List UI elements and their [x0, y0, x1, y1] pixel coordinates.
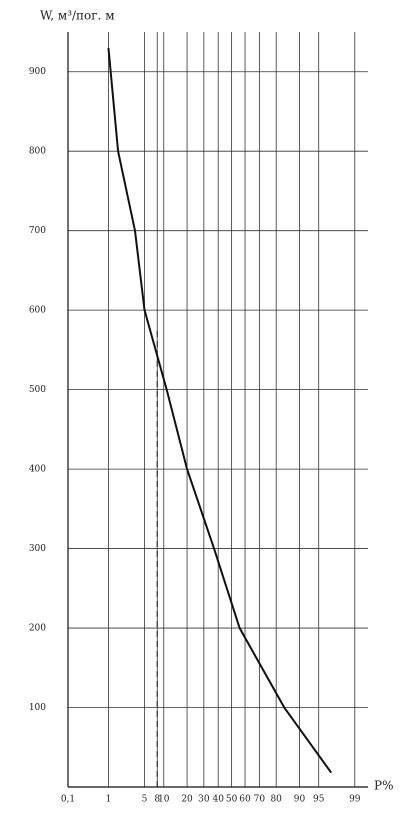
- y-axis-label: W, м³/пог. м: [40, 9, 115, 23]
- x-tick-label: 80: [270, 795, 282, 805]
- x-tick-label: 50: [226, 795, 238, 805]
- x-tick-label: 5: [142, 795, 148, 805]
- y-tick-label: 500: [29, 385, 46, 395]
- x-tick-label: 40: [212, 795, 224, 805]
- x-tick-label: 95: [313, 795, 325, 805]
- x-tick-label: 0,1: [61, 795, 75, 805]
- y-tick-label: 600: [29, 306, 46, 316]
- x-tick-label: 99: [349, 795, 361, 805]
- x-tick-label: 90: [294, 795, 306, 805]
- x-tick-label: 1: [106, 795, 112, 805]
- y-tick-label: 800: [29, 147, 46, 157]
- y-tick-label: 900: [29, 67, 46, 77]
- x-tick-label: 10: [158, 795, 170, 805]
- y-tick-label: 100: [29, 703, 46, 713]
- y-tick-label: 200: [29, 624, 46, 634]
- x-tick-label: 60: [239, 795, 251, 805]
- y-tick-label: 700: [29, 226, 46, 236]
- x-axis-label: P%: [374, 779, 393, 793]
- y-tick-label: 400: [29, 465, 46, 475]
- data-line: [107, 47, 333, 774]
- y-tick-label: 300: [29, 544, 46, 554]
- x-tick-label: 20: [181, 795, 193, 805]
- x-tick-label: 70: [254, 795, 266, 805]
- x-tick-label: 8: [154, 795, 160, 805]
- x-tick-label: 30: [198, 795, 210, 805]
